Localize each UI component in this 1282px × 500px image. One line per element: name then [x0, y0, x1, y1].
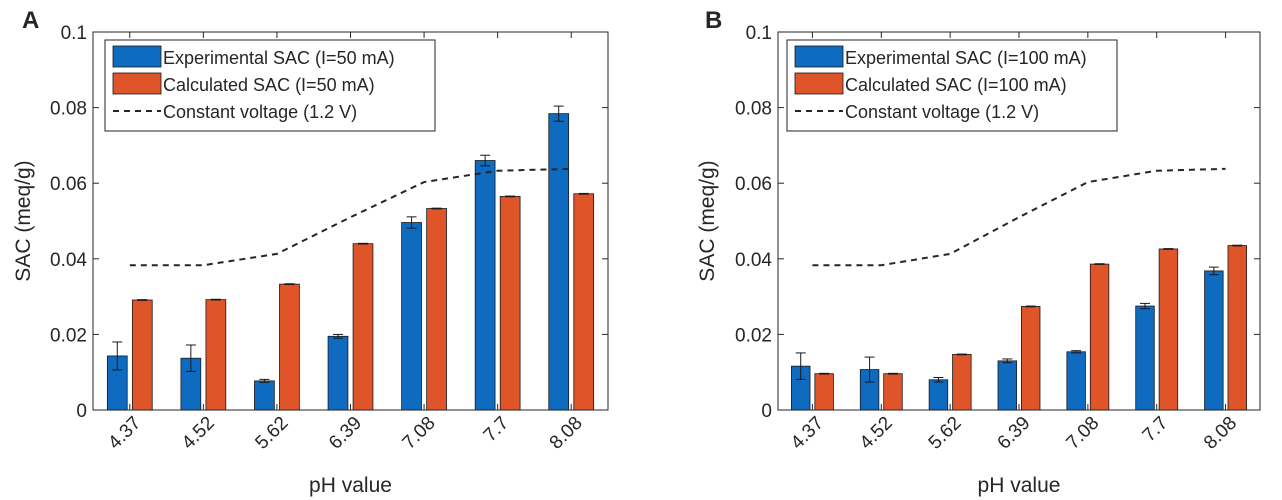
- y-tick-label: 0.06: [50, 174, 87, 195]
- chart-panel-a: A 0 0.02 0.04 0.06 0.08 0.1 SAC (meq/g) 4.37 4.52…: [12, 7, 609, 497]
- bar-calculated: [1158, 248, 1179, 411]
- bar-experimental: [327, 335, 349, 411]
- bar-calculated: [426, 208, 447, 411]
- bar-calculated: [952, 354, 972, 411]
- bar-calculated: [352, 243, 374, 411]
- bar-experimental: [997, 360, 1017, 411]
- y-tick-label: 0: [761, 401, 772, 422]
- bar-experimental: [254, 380, 275, 411]
- legend-swatch: [112, 72, 162, 95]
- legend-swatch: [794, 72, 844, 95]
- panel-label: B: [705, 7, 722, 34]
- y-tick-label: 0.02: [50, 325, 87, 346]
- y-axis-label: SAC (meq/g): [696, 160, 719, 281]
- x-tick-label: 4.52: [178, 413, 219, 454]
- x-tick-label: 5.62: [925, 413, 966, 454]
- panel-label: A: [22, 7, 39, 34]
- x-tick-label: 8.08: [1200, 413, 1241, 454]
- legend-label: Constant voltage (1.2 V): [163, 102, 357, 122]
- legend-label: Calculated SAC (I=50 mA): [163, 75, 375, 95]
- x-tick-label: 4.37: [787, 413, 828, 454]
- legend-label: Experimental SAC (I=100 mA): [845, 48, 1087, 68]
- x-tick-label: 6.39: [994, 413, 1035, 454]
- x-tick-label: 7.08: [1062, 413, 1103, 454]
- bar-calculated: [1227, 245, 1247, 411]
- x-tick-label: 5.62: [251, 413, 292, 454]
- bar-experimental: [1066, 351, 1086, 411]
- legend-label: Constant voltage (1.2 V): [845, 102, 1039, 122]
- bar-experimental: [1204, 270, 1224, 411]
- bar-calculated: [499, 196, 521, 411]
- bar-calculated: [883, 373, 903, 411]
- x-axis-label: pH value: [978, 474, 1061, 497]
- bar-calculated: [573, 193, 595, 411]
- bar-experimental: [928, 379, 949, 411]
- y-tick-label: 0.1: [746, 23, 772, 44]
- bar-experimental: [1135, 305, 1155, 411]
- y-axis-label: SAC (meq/g): [12, 160, 35, 281]
- bar-calculated: [205, 299, 227, 411]
- bar-calculated: [1021, 306, 1041, 411]
- bar-experimental: [548, 113, 570, 411]
- y-tick-label: 0.08: [735, 99, 772, 120]
- constant-voltage-line: [812, 167, 1226, 267]
- x-tick-label: 7.7: [1139, 413, 1173, 447]
- legend-label: Calculated SAC (I=100 mA): [845, 75, 1067, 95]
- legend-label: Experimental SAC (I=50 mA): [163, 48, 395, 68]
- bar-calculated: [814, 373, 834, 411]
- legend-swatch: [794, 45, 844, 68]
- y-tick-label: 0.06: [735, 174, 772, 195]
- bar-calculated: [279, 283, 300, 411]
- legend-swatch: [112, 45, 162, 68]
- x-tick-label: 8.08: [546, 413, 587, 454]
- y-tick-label: 0.08: [50, 99, 87, 120]
- x-tick-label: 7.7: [480, 413, 514, 447]
- bar-calculated: [1089, 263, 1110, 411]
- bar-calculated: [131, 299, 153, 411]
- constant-voltage-line: [129, 167, 572, 267]
- y-tick-label: 0: [76, 401, 87, 422]
- chart-panel-b: B 0 0.02 0.04 0.06 0.08 0.1 SAC (meq/g) 4.37 4.52…: [696, 7, 1261, 497]
- x-tick-label: 4.37: [104, 413, 145, 454]
- x-tick-label: 4.52: [856, 413, 897, 454]
- y-tick-label: 0.04: [50, 250, 87, 271]
- bar-experimental: [401, 222, 422, 411]
- bar-experimental: [474, 160, 496, 411]
- x-tick-label: 6.39: [325, 413, 366, 454]
- x-tick-label: 7.08: [399, 413, 440, 454]
- x-axis-label: pH value: [309, 474, 392, 497]
- y-tick-label: 0.04: [735, 250, 772, 271]
- y-tick-label: 0.02: [735, 325, 772, 346]
- y-tick-label: 0.1: [61, 23, 87, 44]
